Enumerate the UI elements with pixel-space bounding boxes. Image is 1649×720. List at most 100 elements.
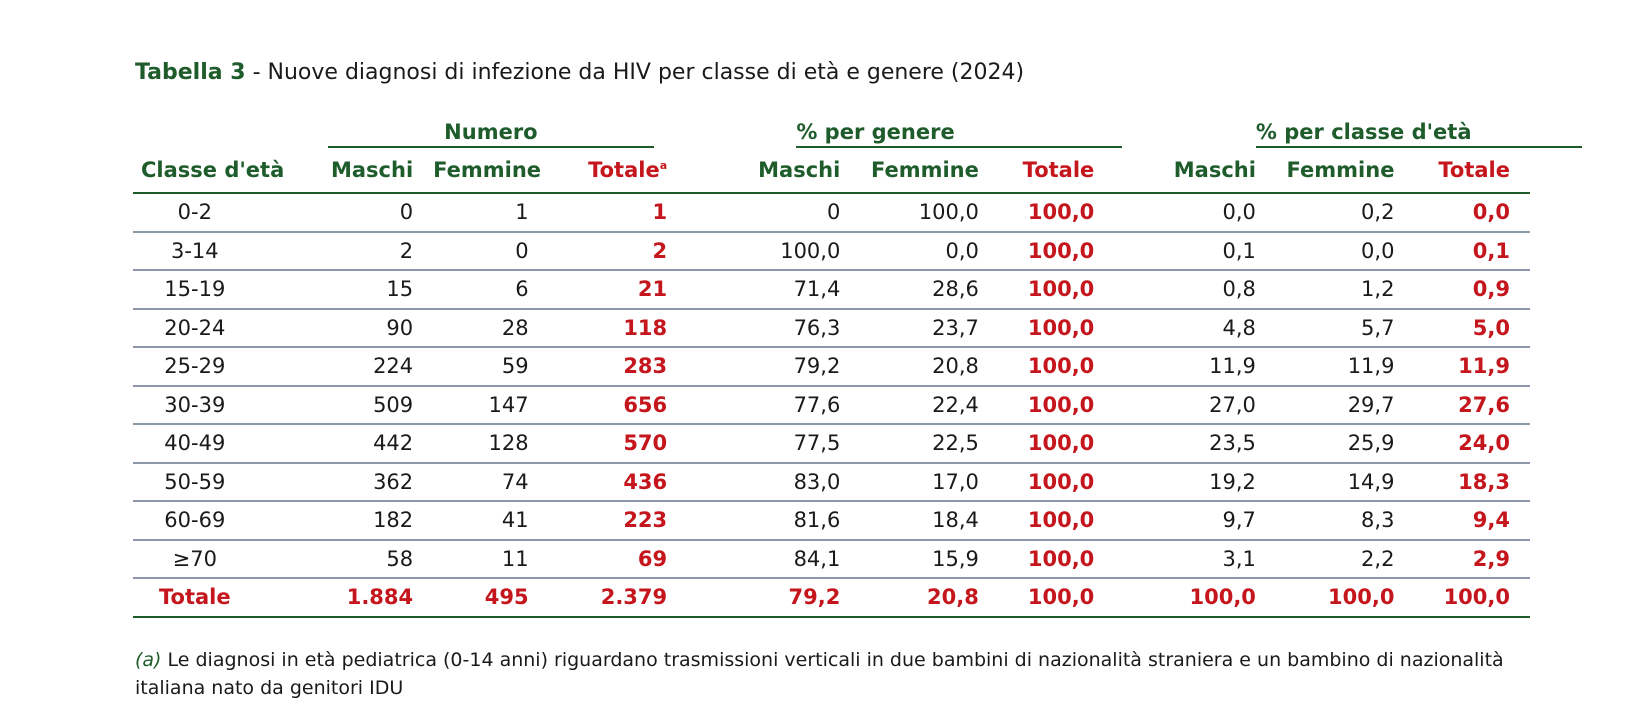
cell-numero-totale: 436: [548, 462, 688, 502]
table-row: 60-69 182 41 223 81,6 18,4 100,0 9,7 8,3 9,4: [133, 501, 1530, 541]
cell-eta-femmine: 29,7: [1275, 385, 1415, 425]
col-header-eta-femmine: Femmine: [1275, 148, 1415, 194]
cell-eta-femmine: 25,9: [1275, 424, 1415, 464]
cell-numero-femmine: 74: [433, 462, 549, 502]
cell-numero-totale: 1: [548, 193, 688, 233]
cell-eta-femmine: 0,0: [1275, 231, 1415, 271]
cell-numero-totale: 656: [548, 385, 688, 425]
cell-genere-maschi: 84,1: [687, 539, 861, 579]
cell-numero-femmine: 59: [433, 347, 549, 387]
cell-numero-maschi: 15: [294, 270, 434, 310]
cell-eta-femmine: 1,2: [1275, 270, 1415, 310]
cell-genere-femmine: 17,0: [860, 462, 999, 502]
table-row: ≥70 58 11 69 84,1 15,9 100,0 3,1 2,2 2,9: [133, 539, 1530, 579]
cell-genere-femmine: 22,4: [860, 385, 999, 425]
cell-eta-totale: 27,6: [1414, 385, 1530, 425]
cell-genere-maschi: 79,2: [687, 347, 861, 387]
cell-numero-maschi: 362: [294, 462, 434, 502]
table-footnote: (a) Le diagnosi in età pediatrica (0-14 …: [135, 646, 1535, 702]
cell-genere-totale: 100,0: [998, 424, 1115, 464]
cell-numero-totale: 2: [548, 231, 688, 271]
cell-genere-totale: 100,0: [998, 308, 1115, 348]
total-genere-femmine: 20,8: [860, 578, 999, 618]
cell-numero-totale: 21: [548, 270, 688, 310]
cell-eta-maschi: 23,5: [1114, 424, 1276, 464]
cell-numero-femmine: 128: [433, 424, 549, 464]
cell-numero-totale: 570: [548, 424, 688, 464]
cell-age: 25-29: [133, 347, 295, 387]
cell-eta-totale: 5,0: [1414, 308, 1530, 348]
total-eta-maschi: 100,0: [1114, 578, 1276, 618]
cell-age: ≥70: [133, 539, 295, 579]
cell-genere-femmine: 15,9: [860, 539, 999, 579]
cell-eta-maschi: 9,7: [1114, 501, 1276, 541]
cell-eta-totale: 0,0: [1414, 193, 1530, 233]
cell-age: 50-59: [133, 462, 295, 502]
footnote-marker: a: [659, 159, 668, 172]
cell-eta-maschi: 0,0: [1114, 193, 1276, 233]
cell-numero-maschi: 90: [294, 308, 434, 348]
cell-numero-totale: 118: [548, 308, 688, 348]
cell-eta-femmine: 8,3: [1275, 501, 1415, 541]
cell-genere-totale: 100,0: [998, 270, 1115, 310]
table-row: 3-14 2 0 2 100,0 0,0 100,0 0,1 0,0 0,1: [133, 231, 1530, 271]
group-label-numero: Numero: [327, 120, 654, 148]
title-separator: -: [245, 60, 268, 85]
cell-eta-femmine: 2,2: [1275, 539, 1415, 579]
cell-eta-totale: 11,9: [1414, 347, 1530, 387]
footnote-text: Le diagnosi in età pediatrica (0-14 anni…: [135, 649, 1504, 699]
total-label: Totale: [133, 578, 295, 618]
table-row: 30-39 509 147 656 77,6 22,4 100,0 27,0 29,7 27,6: [133, 385, 1530, 425]
group-header-per-genere: % per genere: [796, 108, 1123, 148]
cell-eta-maschi: 0,1: [1114, 231, 1276, 271]
cell-numero-femmine: 0: [433, 231, 549, 271]
cell-genere-maschi: 0: [687, 193, 861, 233]
cell-eta-femmine: 5,7: [1275, 308, 1415, 348]
total-numero-maschi: 1.884: [294, 578, 434, 618]
cell-eta-totale: 24,0: [1414, 424, 1530, 464]
cell-numero-totale: 69: [548, 539, 688, 579]
cell-genere-totale: 100,0: [998, 385, 1115, 425]
cell-age: 60-69: [133, 501, 295, 541]
group-spacer: [1114, 108, 1276, 148]
cell-genere-femmine: 20,8: [860, 347, 999, 387]
cell-genere-maschi: 71,4: [687, 270, 861, 310]
cell-eta-maschi: 4,8: [1114, 308, 1276, 348]
cell-genere-femmine: 18,4: [860, 501, 999, 541]
cell-eta-maschi: 11,9: [1114, 347, 1276, 387]
cell-numero-femmine: 41: [433, 501, 549, 541]
cell-numero-maschi: 58: [294, 539, 434, 579]
cell-numero-femmine: 6: [433, 270, 549, 310]
cell-numero-maschi: 442: [294, 424, 434, 464]
cell-eta-totale: 2,9: [1414, 539, 1530, 579]
cell-genere-totale: 100,0: [998, 231, 1115, 271]
table-total-row: Totale 1.884 495 2.379 79,2 20,8 100,0 1…: [133, 578, 1530, 618]
total-eta-totale: 100,0: [1414, 578, 1530, 618]
cell-genere-maschi: 81,6: [687, 501, 861, 541]
total-genere-totale: 100,0: [998, 578, 1115, 618]
cell-genere-totale: 100,0: [998, 462, 1115, 502]
table-body: 0-2 0 1 1 0 100,0 100,0 0,0 0,2 0,0 3-14 2 0 2 100,0 0,…: [133, 193, 1530, 618]
total-eta-femmine: 100,0: [1275, 578, 1415, 618]
cell-genere-totale: 100,0: [998, 347, 1115, 387]
cell-numero-maschi: 509: [294, 385, 434, 425]
cell-age: 15-19: [133, 270, 295, 310]
group-header-numero: Numero: [295, 108, 688, 148]
cell-genere-maschi: 77,6: [687, 385, 861, 425]
table-row: 20-24 90 28 118 76,3 23,7 100,0 4,8 5,7 5,0: [133, 308, 1530, 348]
group-header-row: Numero % per genere % per classe d'età: [133, 108, 1582, 148]
col-header-eta-maschi: Maschi: [1114, 148, 1276, 194]
col-header-numero-totale: Totalea: [548, 148, 688, 194]
cell-genere-femmine: 28,6: [860, 270, 999, 310]
group-label-per-classe: % per classe d'età: [1255, 120, 1582, 148]
group-label-per-genere: % per genere: [796, 120, 1123, 148]
total-numero-femmine: 495: [433, 578, 549, 618]
cell-eta-maschi: 3,1: [1114, 539, 1276, 579]
cell-genere-femmine: 23,7: [860, 308, 999, 348]
col-header-numero-maschi: Maschi: [294, 148, 434, 194]
cell-numero-femmine: 28: [433, 308, 549, 348]
cell-eta-totale: 0,9: [1414, 270, 1530, 310]
group-spacer: [133, 108, 295, 148]
table-row: 50-59 362 74 436 83,0 17,0 100,0 19,2 14,9 18,3: [133, 462, 1530, 502]
total-genere-maschi: 79,2: [687, 578, 861, 618]
